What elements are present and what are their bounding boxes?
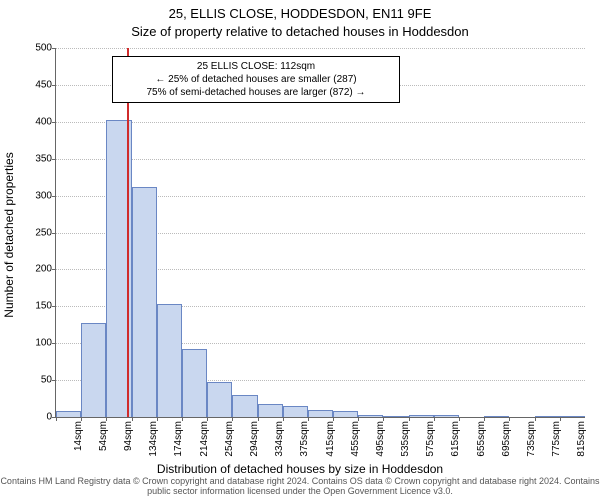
ytick-label: 150 bbox=[35, 301, 52, 312]
xtick-label: 174sqm bbox=[173, 421, 184, 457]
xtick-mark bbox=[333, 417, 334, 421]
histogram-bar bbox=[258, 404, 283, 417]
subject-marker-line bbox=[127, 48, 129, 417]
annotation-callout: 25 ELLIS CLOSE: 112sqm← 25% of detached … bbox=[112, 56, 400, 103]
xtick-label: 775sqm bbox=[551, 421, 562, 457]
histogram-bar bbox=[207, 382, 232, 417]
ytick-label: 350 bbox=[35, 153, 52, 164]
histogram-bar bbox=[333, 411, 358, 417]
histogram-bar bbox=[81, 323, 106, 417]
xtick-mark bbox=[358, 417, 359, 421]
histogram-bar bbox=[182, 349, 207, 417]
histogram-bar bbox=[283, 406, 308, 417]
xtick-label: 334sqm bbox=[274, 421, 285, 457]
xtick-label: 294sqm bbox=[249, 421, 260, 457]
xtick-mark bbox=[383, 417, 384, 421]
xtick-label: 134sqm bbox=[148, 421, 159, 457]
gridline bbox=[56, 159, 585, 160]
xtick-label: 655sqm bbox=[476, 421, 487, 457]
gridline bbox=[56, 48, 585, 49]
ytick-label: 50 bbox=[41, 375, 52, 386]
xtick-mark bbox=[81, 417, 82, 421]
xtick-mark bbox=[232, 417, 233, 421]
xtick-mark bbox=[409, 417, 410, 421]
xtick-mark bbox=[434, 417, 435, 421]
ytick-mark bbox=[52, 159, 56, 160]
ytick-label: 100 bbox=[35, 338, 52, 349]
xtick-label: 54sqm bbox=[98, 421, 109, 451]
xtick-mark bbox=[106, 417, 107, 421]
attribution-text: Contains HM Land Registry data © Crown c… bbox=[0, 476, 600, 496]
histogram-bar bbox=[535, 416, 560, 417]
xtick-mark bbox=[132, 417, 133, 421]
chart-title-address: 25, ELLIS CLOSE, HODDESDON, EN11 9FE bbox=[0, 6, 600, 21]
xtick-mark bbox=[509, 417, 510, 421]
xtick-mark bbox=[283, 417, 284, 421]
x-axis-label: Distribution of detached houses by size … bbox=[0, 462, 600, 476]
histogram-bar bbox=[409, 415, 434, 417]
xtick-label: 535sqm bbox=[400, 421, 411, 457]
ytick-label: 200 bbox=[35, 264, 52, 275]
xtick-label: 615sqm bbox=[450, 421, 461, 457]
chart-subtitle: Size of property relative to detached ho… bbox=[0, 24, 600, 39]
histogram-bar bbox=[434, 415, 459, 417]
xtick-mark bbox=[484, 417, 485, 421]
xtick-label: 14sqm bbox=[73, 421, 84, 451]
xtick-mark bbox=[308, 417, 309, 421]
annotation-line: 75% of semi-detached houses are larger (… bbox=[119, 86, 393, 99]
annotation-line: 25 ELLIS CLOSE: 112sqm bbox=[119, 60, 393, 73]
histogram-bar bbox=[132, 187, 157, 417]
xtick-mark bbox=[157, 417, 158, 421]
histogram-bar bbox=[308, 410, 333, 417]
histogram-bar bbox=[358, 415, 383, 417]
histogram-bar bbox=[560, 416, 585, 417]
ytick-label: 450 bbox=[35, 79, 52, 90]
xtick-label: 455sqm bbox=[350, 421, 361, 457]
histogram-bar bbox=[157, 304, 182, 417]
xtick-label: 214sqm bbox=[199, 421, 210, 457]
plot-area: 05010015020025030035040045050014sqm54sqm… bbox=[55, 48, 585, 418]
ytick-mark bbox=[52, 85, 56, 86]
histogram-bar bbox=[232, 395, 257, 417]
ytick-label: 300 bbox=[35, 190, 52, 201]
xtick-label: 815sqm bbox=[576, 421, 587, 457]
histogram-bar bbox=[383, 416, 408, 417]
histogram-bar bbox=[56, 411, 81, 417]
xtick-label: 375sqm bbox=[299, 421, 310, 457]
xtick-label: 94sqm bbox=[123, 421, 134, 451]
annotation-line: ← 25% of detached houses are smaller (28… bbox=[119, 73, 393, 86]
y-axis-label: Number of detached properties bbox=[2, 152, 16, 317]
ytick-mark bbox=[52, 380, 56, 381]
ytick-mark bbox=[52, 48, 56, 49]
ytick-mark bbox=[52, 269, 56, 270]
histogram-bar bbox=[484, 416, 509, 417]
ytick-mark bbox=[52, 196, 56, 197]
ytick-mark bbox=[52, 122, 56, 123]
xtick-mark bbox=[535, 417, 536, 421]
xtick-label: 415sqm bbox=[325, 421, 336, 457]
xtick-label: 495sqm bbox=[375, 421, 386, 457]
ytick-label: 0 bbox=[46, 412, 52, 423]
xtick-mark bbox=[56, 417, 57, 421]
xtick-mark bbox=[459, 417, 460, 421]
ytick-label: 250 bbox=[35, 227, 52, 238]
ytick-mark bbox=[52, 343, 56, 344]
xtick-label: 254sqm bbox=[224, 421, 235, 457]
xtick-label: 575sqm bbox=[425, 421, 436, 457]
xtick-label: 735sqm bbox=[526, 421, 537, 457]
ytick-mark bbox=[52, 233, 56, 234]
xtick-mark bbox=[258, 417, 259, 421]
xtick-mark bbox=[207, 417, 208, 421]
ytick-label: 400 bbox=[35, 116, 52, 127]
xtick-label: 695sqm bbox=[501, 421, 512, 457]
chart-container: 25, ELLIS CLOSE, HODDESDON, EN11 9FE Siz… bbox=[0, 0, 600, 500]
ytick-mark bbox=[52, 306, 56, 307]
xtick-mark bbox=[560, 417, 561, 421]
ytick-label: 500 bbox=[35, 43, 52, 54]
gridline bbox=[56, 122, 585, 123]
xtick-mark bbox=[182, 417, 183, 421]
